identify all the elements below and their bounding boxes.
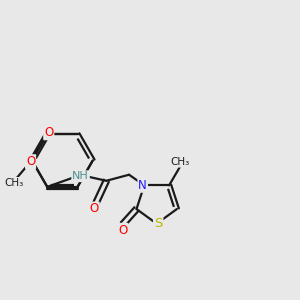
Text: O: O bbox=[26, 155, 35, 168]
Text: O: O bbox=[118, 224, 128, 237]
Text: CH₃: CH₃ bbox=[170, 157, 189, 167]
Text: NH: NH bbox=[72, 171, 89, 181]
Text: O: O bbox=[90, 202, 99, 215]
Text: S: S bbox=[154, 217, 162, 230]
Text: CH₃: CH₃ bbox=[4, 178, 23, 188]
Text: N: N bbox=[138, 179, 147, 192]
Text: O: O bbox=[44, 126, 53, 139]
